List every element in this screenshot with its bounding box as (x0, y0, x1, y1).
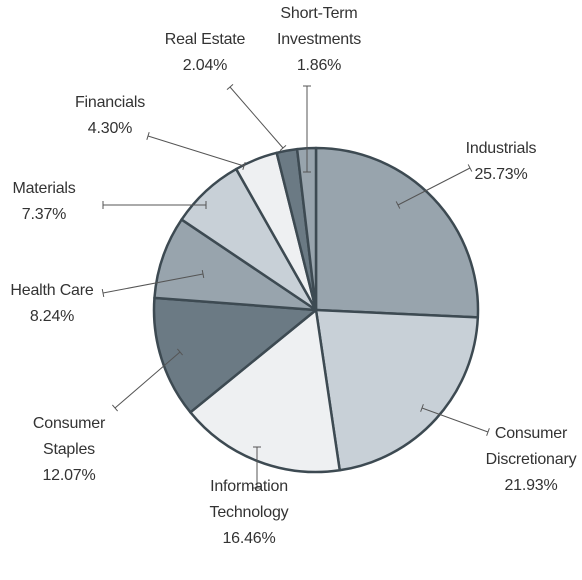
leader-line (102, 273, 204, 294)
leader-line (397, 167, 471, 206)
category-label: Health Care (10, 282, 94, 299)
value-label: 1.86% (296, 57, 342, 74)
leader-cap (279, 144, 287, 152)
value-label: 16.46% (222, 530, 276, 547)
slice-label: Short-Term Investments 1.86% (277, 1, 361, 79)
slice-label: Real Estate 2.04% (165, 27, 246, 79)
leader-line (147, 135, 245, 167)
leader-cap (467, 164, 473, 172)
leader-line (229, 86, 284, 149)
category-label: Short-Term Investments (276, 5, 362, 48)
leader-line (421, 407, 489, 433)
category-label: Materials (12, 180, 76, 197)
leader-cap (177, 348, 183, 356)
leader-cap (242, 162, 246, 170)
leader-cap (112, 404, 118, 412)
leader-cap (486, 428, 490, 436)
category-label: Real Estate (164, 31, 246, 48)
leader-line (114, 351, 181, 409)
category-label: Consumer Discretionary (485, 425, 577, 468)
slice-label: Consumer Discretionary 21.93% (486, 421, 577, 499)
value-label: 21.93% (504, 477, 558, 494)
leader-cap (395, 201, 401, 209)
value-label: 2.04% (182, 57, 228, 74)
category-label: Information Technology (209, 478, 289, 521)
leader-cap (420, 404, 424, 412)
slice-label: Information Technology 16.46% (210, 474, 289, 552)
value-label: 4.30% (87, 120, 133, 137)
value-label: 12.07% (42, 467, 96, 484)
pie-slice (314, 308, 480, 472)
value-label: 7.37% (21, 206, 67, 223)
slice-label: Health Care 8.24% (10, 278, 93, 330)
category-label: Financials (74, 94, 146, 111)
pie-slice (314, 146, 480, 319)
slice-label: Materials 7.37% (12, 176, 75, 228)
slice-label: Industrials 25.73% (466, 136, 537, 188)
pie-slice (152, 296, 318, 414)
value-label: 25.73% (474, 166, 528, 183)
value-label: 8.24% (29, 308, 75, 325)
leader-cap (101, 288, 105, 298)
leader-cap (201, 269, 205, 279)
category-label: Consumer Staples (32, 415, 106, 458)
slice-label: Consumer Staples 12.07% (33, 411, 105, 489)
leader-cap (226, 83, 234, 91)
slice-label: Financials 4.30% (75, 90, 145, 142)
category-label: Industrials (465, 140, 537, 157)
leader-cap (146, 132, 150, 140)
